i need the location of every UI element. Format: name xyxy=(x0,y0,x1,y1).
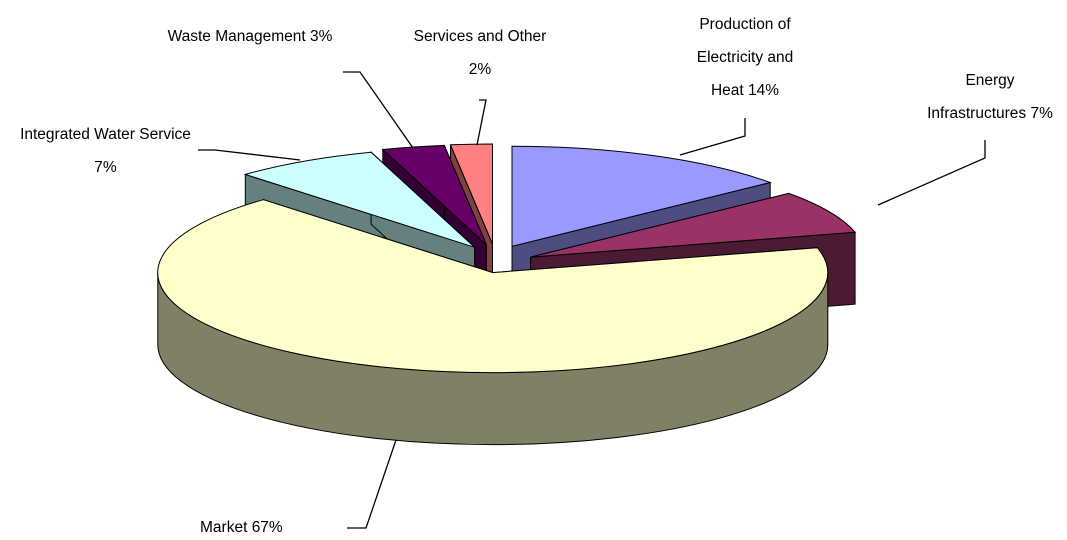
slice xyxy=(530,192,857,258)
slice xyxy=(381,144,487,245)
leader-line xyxy=(198,149,301,161)
category-name: Production of Electricity and Heat xyxy=(696,16,794,99)
leader-line xyxy=(476,99,487,146)
value-label: 7% xyxy=(1030,105,1053,122)
value-label: 2% xyxy=(468,61,492,78)
slice xyxy=(157,199,829,374)
slice xyxy=(243,151,475,248)
leader-line xyxy=(347,439,397,529)
category-name: Energy Infrastructures xyxy=(927,72,1027,122)
slice-label: Production of Electricity and Heat 14% xyxy=(682,8,808,107)
category-name: Services and Other xyxy=(413,28,547,45)
value-label: 14% xyxy=(748,82,780,99)
leader-line xyxy=(679,118,746,156)
slice-label: Market 67% xyxy=(200,511,283,540)
category-name: Integrated Water Service xyxy=(20,126,191,143)
category-name: Waste Management xyxy=(167,28,306,45)
value-label: 67% xyxy=(251,519,283,536)
slice-label: Integrated Water Service 7% xyxy=(8,118,203,184)
category-name: Market xyxy=(200,519,248,536)
leader-line xyxy=(877,140,986,206)
value-label: 7% xyxy=(94,159,117,176)
leader-line xyxy=(343,71,414,149)
slice-label: Energy Infrastructures 7% xyxy=(915,64,1065,130)
slice xyxy=(511,145,772,247)
value-label: 3% xyxy=(310,28,333,45)
slice-label: Waste Management 3% xyxy=(160,20,340,53)
slice-label: Services and Other 2% xyxy=(380,20,580,86)
slice xyxy=(449,143,493,245)
